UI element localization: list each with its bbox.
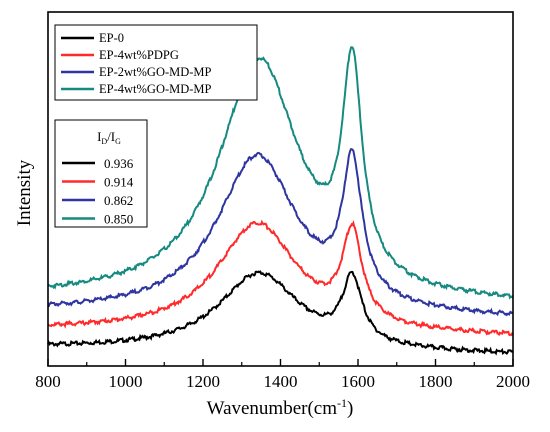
legend-label-2: EP-4wt%PDPG xyxy=(99,48,179,62)
x-axis-title: Wavenumber(cm-1) xyxy=(207,396,354,419)
series-line-1 xyxy=(47,270,514,356)
series-legend: EP-0 EP-4wt%PDPG EP-2wt%GO-MD-MP EP-4wt%GO-… xyxy=(54,24,258,101)
ratio-value-3: 0.862 xyxy=(104,193,133,208)
legend-label-4: EP-4wt%GO-MD-MP xyxy=(99,82,212,96)
series-legend-items: EP-0 EP-4wt%PDPG EP-2wt%GO-MD-MP EP-4wt%GO-… xyxy=(61,31,212,96)
x-tick-label: 1600 xyxy=(341,372,375,391)
ratio-value-2: 0.914 xyxy=(104,175,134,190)
x-tick-label: 1200 xyxy=(186,372,220,391)
legend-label-3: EP-2wt%GO-MD-MP xyxy=(99,65,212,79)
series-line-2 xyxy=(47,219,514,337)
ratio-legend: ID/IG 0.936 0.914 0.862 0.850 xyxy=(54,119,148,228)
ratio-value-4: 0.850 xyxy=(104,212,133,227)
ratio-value-1: 0.936 xyxy=(104,156,134,171)
ratio-legend-box xyxy=(54,119,148,228)
series-curves xyxy=(47,46,514,356)
x-tick-label: 1400 xyxy=(264,372,298,391)
ratio-legend-items: 0.936 0.914 0.862 0.850 xyxy=(62,156,134,227)
y-axis-title: Intensity xyxy=(14,159,35,226)
series-line-4 xyxy=(47,46,514,300)
series-legend-box xyxy=(54,24,258,101)
x-tick-label: 800 xyxy=(35,372,61,391)
x-axis-ticks xyxy=(47,359,514,366)
x-tick-label: 1800 xyxy=(419,372,453,391)
series-line-3 xyxy=(47,148,514,317)
x-axis-tick-labels: 800 1000 1200 1400 1600 1800 2000 xyxy=(35,372,530,391)
x-tick-label: 1000 xyxy=(109,372,143,391)
ratio-legend-title: ID/IG xyxy=(97,129,121,146)
x-tick-label: 2000 xyxy=(496,372,530,391)
legend-label-1: EP-0 xyxy=(99,31,124,45)
